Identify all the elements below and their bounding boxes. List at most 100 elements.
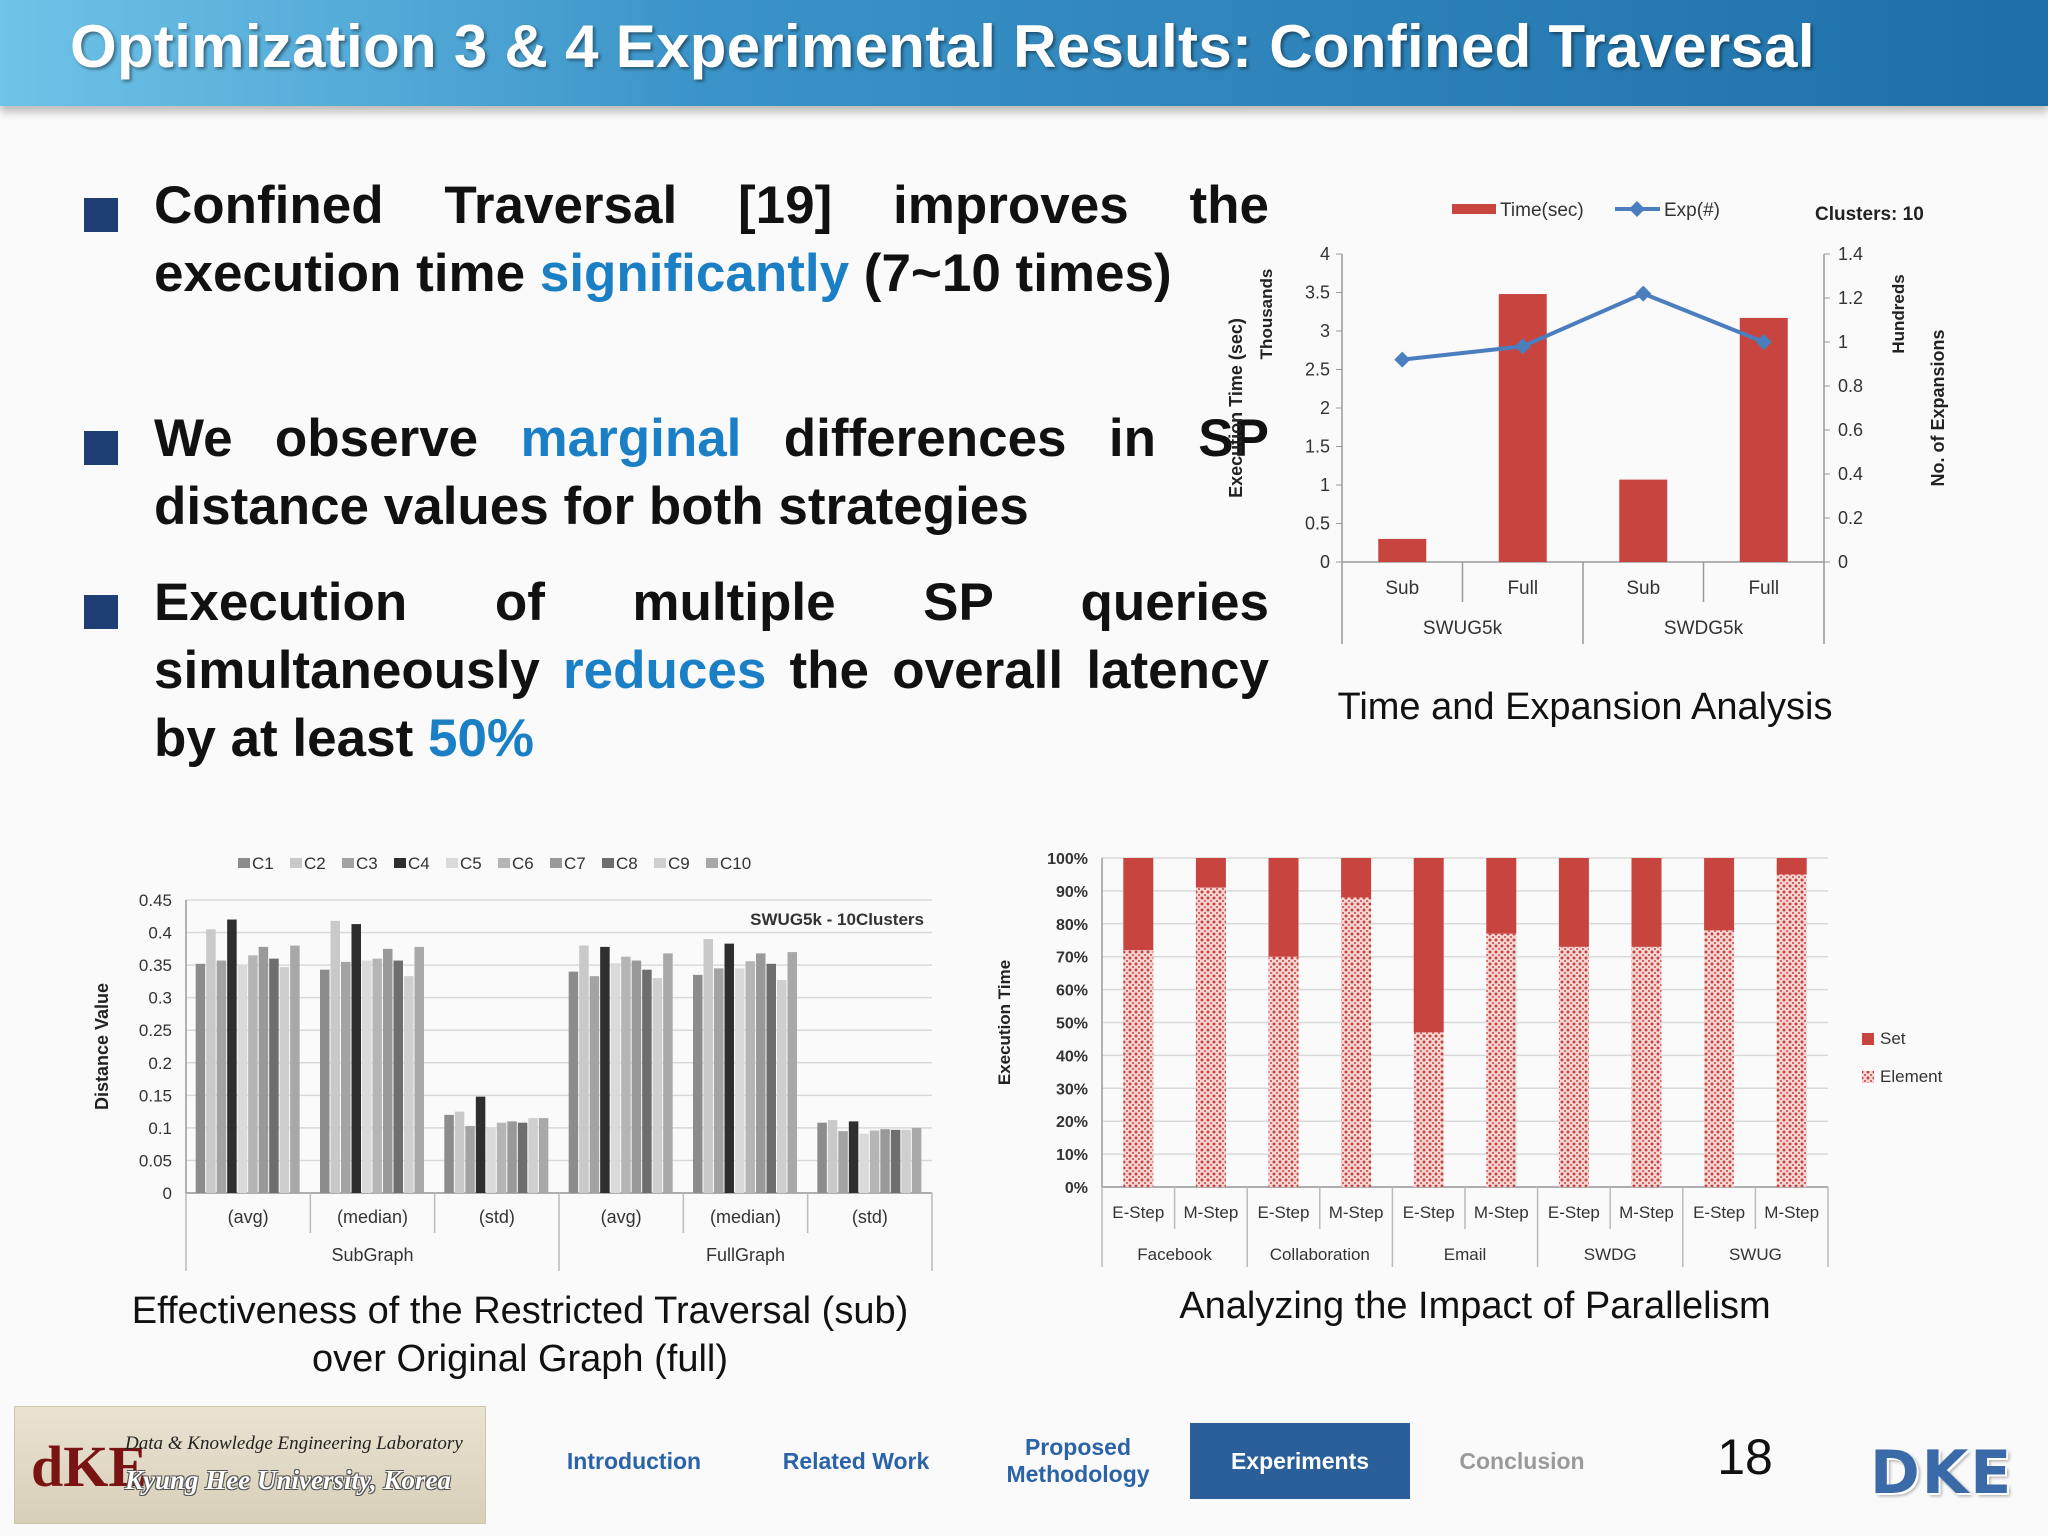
distance-bar: [600, 946, 610, 1193]
category-label: M-Step: [1474, 1203, 1529, 1222]
y-tick-label: 0.5: [1305, 514, 1330, 534]
legend-label-set: Set: [1880, 1029, 1906, 1048]
bullet-1-highlight: significantly: [539, 244, 850, 303]
distance-bar: [195, 963, 206, 1193]
group-label: Email: [1444, 1245, 1487, 1264]
y-tick-label: 2: [1320, 398, 1330, 418]
category-label: M-Step: [1619, 1203, 1674, 1222]
distance-bar: [756, 953, 766, 1193]
distance-bar: [320, 969, 330, 1193]
distance-bar: [279, 967, 290, 1193]
y-tick-label: 0.45: [139, 891, 172, 910]
category-label: Sub: [1626, 578, 1660, 599]
expansion-point: [1394, 351, 1411, 368]
distance-bar: [911, 1127, 922, 1193]
element-segment: [1413, 1032, 1444, 1187]
legend-label: C10: [720, 854, 751, 873]
distance-bar: [538, 1118, 549, 1193]
element-segment: [1704, 930, 1735, 1187]
y-tick-label: 2.5: [1305, 360, 1330, 380]
category-label: (median): [710, 1207, 781, 1227]
legend-marker-exp: [1629, 201, 1645, 217]
element-segment: [1631, 946, 1662, 1187]
distance-bar: [766, 963, 776, 1193]
bullet-1-text-b: (7~10 times): [849, 244, 1172, 303]
y-tick-label: 3.5: [1305, 283, 1330, 303]
distance-bar: [869, 1130, 880, 1193]
legend-swatch: [238, 858, 250, 868]
category-label: M-Step: [1764, 1203, 1819, 1222]
slide-title: Optimization 3 & 4 Experimental Results:…: [70, 13, 1815, 80]
legend-label-time: Time(sec): [1500, 200, 1584, 221]
y2-axis-unit: Hundreds: [1889, 274, 1908, 353]
distance-bar: [290, 945, 300, 1193]
distance-bar: [393, 960, 403, 1193]
y-tick-label: 0.35: [139, 956, 172, 975]
category-label: (avg): [601, 1207, 642, 1227]
nav-proposed-methodology[interactable]: Proposed Methodology: [1006, 1434, 1150, 1487]
distance-bar: [404, 976, 414, 1193]
bullet-2-text-b: differences in SP distance values for bo…: [154, 409, 1269, 536]
category-label: E-Step: [1403, 1203, 1455, 1222]
y-tick-label: 3: [1320, 321, 1330, 341]
distance-bar: [507, 1121, 517, 1193]
y-tick-label: 30%: [1056, 1081, 1088, 1098]
group-label: SubGraph: [331, 1245, 413, 1265]
distance-bar: [216, 960, 227, 1193]
nav-experiments[interactable]: Experiments: [1190, 1423, 1410, 1499]
set-segment: [1195, 858, 1226, 888]
distance-bar: [631, 960, 642, 1193]
bullet-1-text-a: Confined Traversal [19] improves the exe…: [154, 176, 1269, 303]
distance-bar: [330, 920, 340, 1193]
bullet-square-icon: [84, 198, 118, 232]
legend-label-element: Element: [1880, 1067, 1943, 1086]
y-tick-label: 50%: [1056, 1016, 1088, 1033]
distance-bar: [248, 955, 258, 1193]
distance-bar: [724, 943, 734, 1193]
set-segment: [1558, 858, 1589, 947]
nav-related-work[interactable]: Related Work: [782, 1447, 930, 1474]
caption-time-expansion: Time and Expansion Analysis: [1337, 686, 1833, 728]
group-label: FullGraph: [706, 1245, 785, 1265]
set-segment: [1268, 858, 1299, 957]
distance-bar: [703, 939, 713, 1193]
distance-bar: [568, 971, 579, 1193]
bullet-square-icon: [84, 595, 118, 629]
nav-introduction[interactable]: Introduction: [566, 1447, 702, 1474]
category-label: (std): [479, 1207, 515, 1227]
legend-label: C1: [252, 854, 274, 873]
distance-bar: [206, 929, 216, 1193]
legend-swatch: [498, 858, 510, 868]
distance-bar: [579, 945, 589, 1193]
expansion-point: [1755, 334, 1772, 350]
element-segment: [1268, 956, 1299, 1187]
page-number: 18: [1717, 1429, 1773, 1485]
category-label: E-Step: [1693, 1203, 1745, 1222]
nav-conclusion[interactable]: Conclusion: [1459, 1447, 1585, 1474]
y2-tick-label: 0.8: [1838, 376, 1863, 396]
time-bar: [1498, 294, 1547, 562]
bullet-3-text-a: Execution of multiple SP queries simulta…: [154, 573, 1269, 700]
legend-label: C6: [512, 854, 534, 873]
distance-bar: [383, 948, 393, 1193]
y-axis-title: Execution Time (sec): [1226, 318, 1246, 498]
group-label: Collaboration: [1270, 1245, 1370, 1264]
distance-bar: [486, 1127, 496, 1193]
y-tick-label: 0.1: [148, 1119, 172, 1138]
legend-label: C5: [460, 854, 482, 873]
y2-tick-label: 0.2: [1838, 508, 1863, 528]
group-label: SWUG5k: [1423, 618, 1503, 639]
bullet-1: Confined Traversal [19] improves the exe…: [84, 172, 1269, 382]
y-tick-label: 0: [1320, 552, 1330, 572]
bullet-3-text-b: the overall latency by at least: [154, 641, 1269, 768]
set-segment: [1341, 858, 1372, 898]
set-segment: [1123, 858, 1154, 951]
y2-axis-title: No. of Expansions: [1928, 329, 1948, 486]
distance-bar: [517, 1122, 528, 1193]
y-tick-label: 0%: [1065, 1180, 1088, 1197]
category-label: M-Step: [1329, 1203, 1384, 1222]
y2-tick-label: 0: [1838, 552, 1848, 572]
y2-tick-label: 0.4: [1838, 464, 1863, 484]
legend-label: C7: [564, 854, 586, 873]
distance-bar: [227, 919, 237, 1193]
